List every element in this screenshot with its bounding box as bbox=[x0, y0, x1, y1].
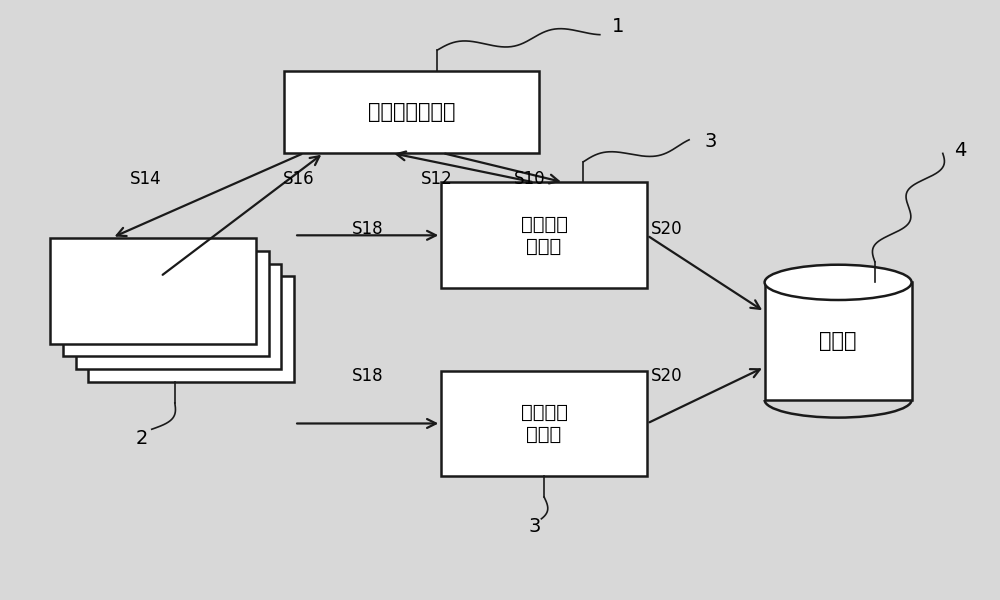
Text: S10: S10 bbox=[514, 170, 545, 188]
FancyBboxPatch shape bbox=[284, 71, 539, 153]
Text: 数据库: 数据库 bbox=[819, 331, 857, 351]
Text: 4: 4 bbox=[954, 140, 967, 160]
Text: S20: S20 bbox=[651, 367, 682, 385]
Text: S18: S18 bbox=[352, 220, 384, 238]
Polygon shape bbox=[765, 283, 912, 400]
FancyBboxPatch shape bbox=[76, 263, 281, 370]
FancyBboxPatch shape bbox=[441, 182, 647, 288]
Text: 1: 1 bbox=[611, 17, 624, 36]
Text: 3: 3 bbox=[528, 517, 540, 536]
Text: 3: 3 bbox=[705, 132, 717, 151]
FancyBboxPatch shape bbox=[88, 277, 294, 382]
Text: S14: S14 bbox=[129, 170, 161, 188]
Text: S18: S18 bbox=[352, 367, 384, 385]
Text: 监控管理服务器: 监控管理服务器 bbox=[368, 102, 456, 122]
Text: S16: S16 bbox=[283, 170, 315, 188]
FancyBboxPatch shape bbox=[63, 251, 269, 356]
Text: 2: 2 bbox=[136, 428, 148, 448]
FancyBboxPatch shape bbox=[50, 238, 256, 344]
Text: 监控代理
服务器: 监控代理 服务器 bbox=[521, 215, 568, 256]
Text: 主机: 主机 bbox=[179, 319, 204, 340]
FancyBboxPatch shape bbox=[441, 371, 647, 476]
Ellipse shape bbox=[765, 265, 912, 300]
Text: S20: S20 bbox=[651, 220, 682, 238]
Text: S12: S12 bbox=[420, 170, 452, 188]
Text: 监控代理
服务器: 监控代理 服务器 bbox=[521, 403, 568, 444]
